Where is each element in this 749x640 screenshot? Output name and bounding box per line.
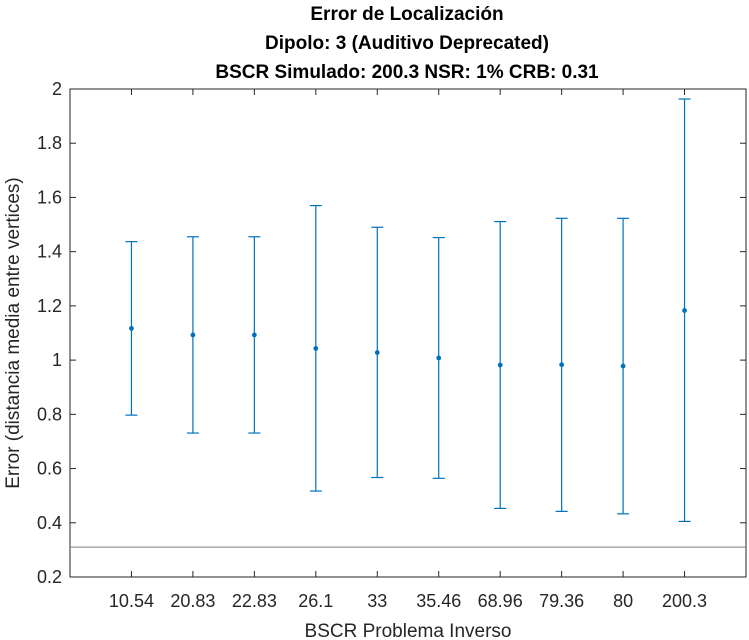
errorbar-mean-point [682, 308, 687, 313]
errorbar-mean-point [251, 332, 257, 338]
errorbar-series [125, 98, 691, 523]
errorbar-mean-point [620, 363, 626, 369]
x-tick-label: 22.83 [232, 591, 277, 611]
x-tick-label: 80 [613, 591, 633, 611]
x-tick-label: 68.96 [478, 591, 523, 611]
y-tick-label: 2 [52, 79, 62, 99]
x-tick-label: 79.36 [539, 591, 584, 611]
title-line-3: BSCR Simulado: 200.3 NSR: 1% CRB: 0.31 [215, 62, 599, 83]
y-tick-label: 1.4 [37, 242, 62, 262]
errorbar-79.36 [555, 217, 568, 512]
errorbar-mean-point [559, 362, 565, 368]
x-tick-label: 33 [367, 591, 387, 611]
y-axis-ticks: 0.2 0.4 0.6 0.8 1 1.2 1.4 1.6 1.8 2 [37, 79, 746, 587]
errorbar-mean-point [436, 355, 442, 361]
x-axis-ticks: 10.54 20.83 22.83 26.1 33 35.46 68.96 79.36 80 20… [109, 89, 707, 611]
errorbar-mean-point [497, 362, 503, 368]
y-tick-label: 1.8 [37, 133, 62, 153]
title-line-2: Dipolo: 3 (Auditivo Deprecated) [265, 33, 549, 54]
y-tick-label: 1 [52, 350, 62, 370]
errorbar-10.54 [125, 241, 138, 416]
errorbar-200.3 [678, 98, 691, 523]
chart-title: Error de Localización Dipolo: 3 (Auditiv… [215, 4, 599, 83]
title-line-1: Error de Localización [310, 4, 503, 25]
errorbar-35.46 [432, 236, 445, 479]
y-tick-label: 1.2 [37, 296, 62, 316]
y-tick-label: 0.4 [37, 513, 62, 533]
x-tick-label: 20.83 [170, 591, 215, 611]
y-tick-label: 1.6 [37, 187, 62, 207]
errorbar-mean-point [129, 325, 134, 331]
y-axis-label: Error (distancia media entre vertices) [3, 177, 24, 489]
plot-area [69, 88, 747, 578]
errorbar-mean-point [190, 332, 196, 338]
y-tick-label: 0.2 [37, 567, 62, 587]
x-axis-label: BSCR Problema Inverso [305, 621, 512, 640]
y-tick-label: 0.6 [37, 459, 62, 479]
errorbar-26.1 [309, 204, 322, 492]
errorbar-80 [617, 217, 630, 515]
x-tick-label: 10.54 [109, 591, 154, 611]
errorbar-mean-point [374, 350, 380, 355]
errorbar-68.96 [494, 220, 507, 510]
y-tick-label: 0.8 [37, 404, 62, 424]
errorbar-33 [371, 226, 384, 479]
errorbar-22.83 [248, 236, 261, 434]
errorbar-mean-point [313, 346, 319, 351]
errorbar-20.83 [186, 236, 199, 434]
x-tick-label: 200.3 [662, 591, 707, 611]
x-tick-label: 35.46 [416, 591, 461, 611]
x-tick-label: 26.1 [298, 591, 333, 611]
